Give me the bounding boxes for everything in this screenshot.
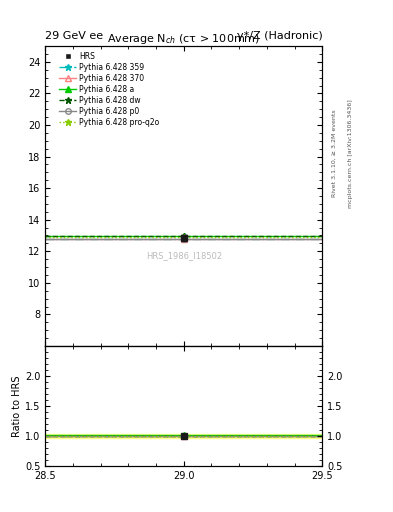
- Text: mcplots.cern.ch [arXiv:1306.3436]: mcplots.cern.ch [arXiv:1306.3436]: [348, 99, 353, 208]
- Text: Rivet 3.1.10, ≥ 3.2M events: Rivet 3.1.10, ≥ 3.2M events: [332, 110, 337, 198]
- Text: 29 GeV ee: 29 GeV ee: [45, 31, 103, 41]
- Y-axis label: Ratio to HRS: Ratio to HRS: [12, 375, 22, 437]
- Text: γ*/Z (Hadronic): γ*/Z (Hadronic): [237, 31, 322, 41]
- Bar: [45, 434, 322, 438]
- Title: Average N$_{ch}$ (cτ > 100mm): Average N$_{ch}$ (cτ > 100mm): [107, 32, 260, 46]
- Text: HRS_1986_I18502: HRS_1986_I18502: [146, 251, 222, 261]
- Legend: HRS, Pythia 6.428 359, Pythia 6.428 370, Pythia 6.428 a, Pythia 6.428 dw, Pythia: HRS, Pythia 6.428 359, Pythia 6.428 370,…: [56, 49, 162, 130]
